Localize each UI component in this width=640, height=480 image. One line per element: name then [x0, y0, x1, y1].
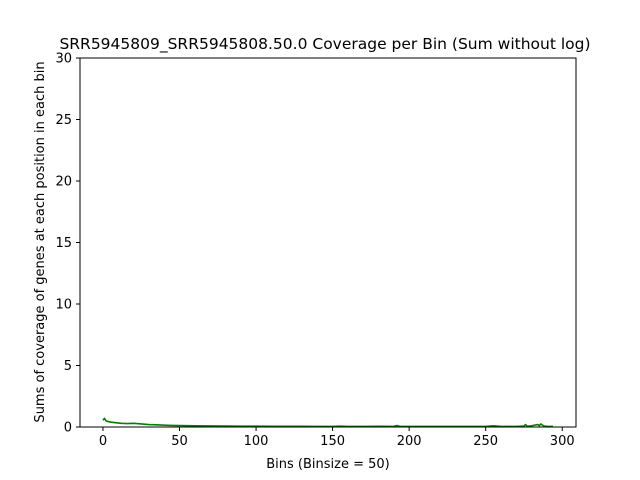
x-tick-label: 300	[550, 434, 575, 449]
y-tick-label: 10	[55, 298, 72, 313]
x-tick-label: 50	[171, 434, 188, 449]
series-layer	[102, 417, 554, 428]
x-axis-label: Bins (Binsize = 50)	[266, 457, 390, 472]
x-tick-label: 150	[320, 434, 345, 449]
x-tick-label: 200	[397, 434, 422, 449]
plot-area	[80, 58, 576, 427]
chart-title: SRR5945809_SRR5945808.50.0 Coverage per …	[59, 35, 590, 54]
x-tick-label: 100	[244, 434, 269, 449]
y-tick-label: 20	[55, 175, 72, 190]
x-axis: 0 50 100 150 200 250 300	[99, 427, 575, 449]
y-tick-label: 15	[55, 236, 72, 251]
series-line-0	[102, 417, 554, 428]
y-tick-label: 0	[64, 421, 72, 436]
x-tick-label: 250	[473, 434, 498, 449]
x-tick-label: 0	[99, 434, 107, 449]
y-axis-label: Sums of coverage of genes at each positi…	[33, 61, 48, 422]
y-tick-label: 5	[64, 359, 72, 374]
y-tick-label: 30	[55, 52, 72, 67]
y-tick-label: 25	[55, 113, 72, 128]
y-axis: 0 5 10 15 20 25 30	[55, 52, 80, 436]
